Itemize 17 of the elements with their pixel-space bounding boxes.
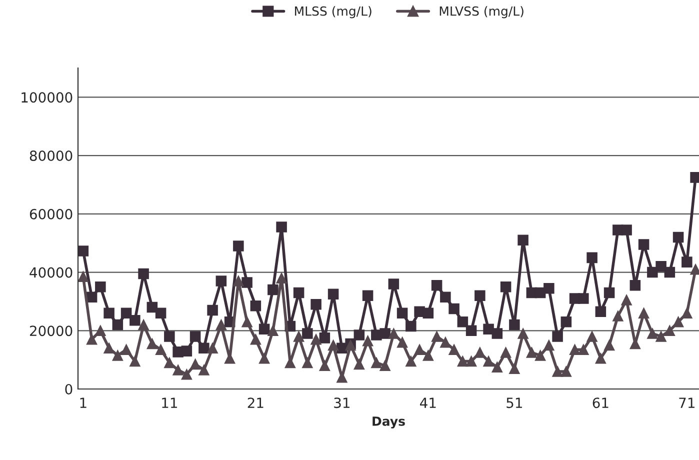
x-tick-label: 1 [80, 398, 86, 408]
legend-label: MLVSS (mg/L) [440, 6, 524, 18]
x-tick-label: 71 [679, 398, 694, 408]
x-tick-label: 21 [248, 398, 264, 408]
y-tick-label: 40000 [30, 267, 72, 278]
y-tick-label: 0 [65, 384, 72, 394]
y-tick-label: 60000 [30, 208, 72, 220]
x-tick-label: 11 [162, 398, 177, 408]
x-tick-label: 41 [420, 398, 436, 408]
y-tick-label: 80000 [30, 150, 72, 162]
x-tick-label: 31 [334, 398, 350, 408]
legend-label: MLSS (mg/L) [295, 6, 372, 18]
y-tick-label: 20000 [30, 326, 72, 336]
y-tick-label: 100000 [22, 92, 72, 103]
x-tick-label: 51 [506, 398, 522, 408]
x-tick-label: 61 [592, 398, 608, 408]
x-axis-title: Days [372, 416, 405, 428]
